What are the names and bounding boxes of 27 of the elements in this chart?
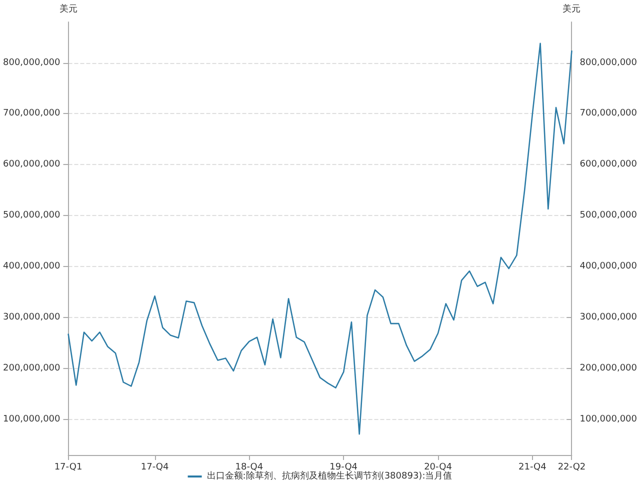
y-tick-label: 500,000,000 xyxy=(2,210,61,221)
y2-tick-label: 500,000,000 xyxy=(580,210,638,221)
y2-axis-title: 美元 xyxy=(562,4,581,14)
y-tick-label: 300,000,000 xyxy=(2,312,61,322)
y2-tick-label: 700,000,000 xyxy=(580,108,638,119)
x-tick-label: 21-Q4 xyxy=(518,462,547,472)
y-tick-label: 400,000,000 xyxy=(2,262,61,272)
x-tick-label: 22-Q2 xyxy=(558,462,586,472)
y-tick-label: 700,000,000 xyxy=(2,108,61,119)
y2-tick-label: 100,000,000 xyxy=(580,414,638,424)
y-tick-label: 600,000,000 xyxy=(2,160,61,170)
y2-tick-label: 200,000,000 xyxy=(580,363,638,374)
x-tick-label: 20-Q4 xyxy=(424,462,452,472)
line-series xyxy=(68,42,572,435)
x-tick-label: 19-Q4 xyxy=(330,462,358,472)
y-tick-label: 100,000,000 xyxy=(2,414,61,424)
y2-tick-label: 800,000,000 xyxy=(580,58,638,68)
legend-label: 出口金额:除草剂、抗病剂及植物生长调节剂(380893):当月值 xyxy=(206,470,452,482)
y2-tick-label: 600,000,000 xyxy=(580,160,638,170)
y-tick-label: 800,000,000 xyxy=(2,58,61,68)
y2-tick-label: 300,000,000 xyxy=(580,312,638,322)
y2-tick-label: 400,000,000 xyxy=(580,262,638,272)
x-tick-label: 17-Q1 xyxy=(54,462,82,472)
y-tick-label: 200,000,000 xyxy=(2,363,61,374)
x-tick-label: 18-Q4 xyxy=(235,462,264,472)
x-tick-label: 17-Q4 xyxy=(140,462,169,472)
y-axis-title: 美元 xyxy=(59,4,78,14)
